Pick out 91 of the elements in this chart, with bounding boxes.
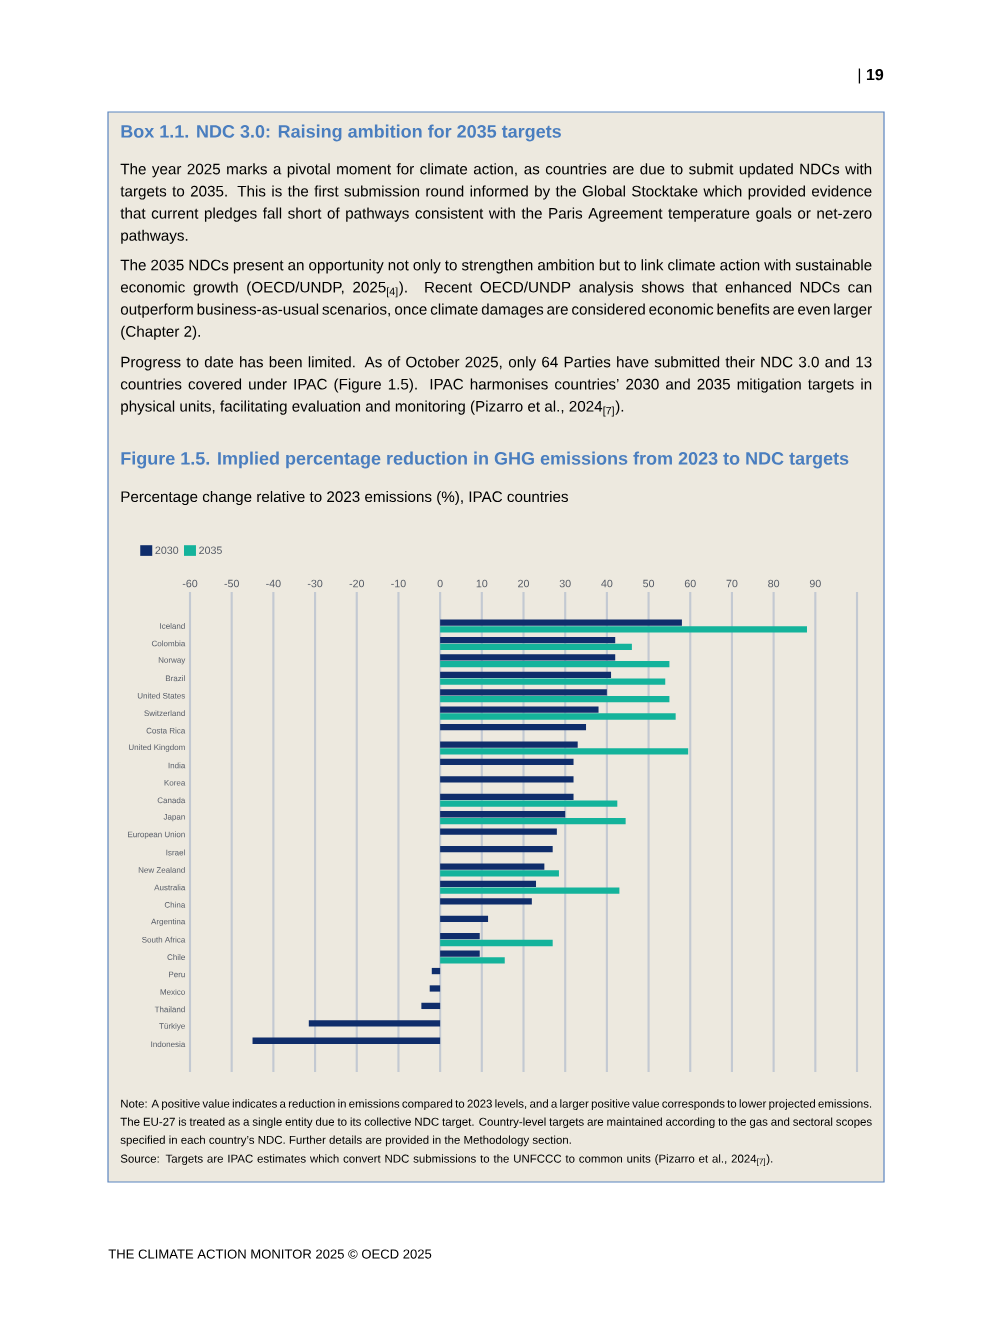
x-tick-label: 90 — [809, 579, 821, 588]
y-tick-label: South Africa — [142, 936, 186, 943]
text: The year 2025 marks a pivotal moment for climate action, as countries are due to submit updated NDCs with targets to 2035. This is the first submission round informed by the Global Stocktake which provided evidence that current pledges fall short of pathways consistent with the Paris Agreement temperature goals or net-zero pathways. — [120, 163, 872, 244]
bar — [429, 985, 441, 992]
bar — [440, 723, 587, 731]
text: | 19 — [858, 68, 884, 84]
bar — [440, 870, 559, 877]
chart-subtitle: Percentage change relative to 2023 emissions (%), IPAC countries — [121, 490, 568, 506]
x-tick-label: 10 — [476, 579, 488, 588]
bar — [440, 950, 480, 957]
bar — [421, 1002, 441, 1010]
x-tick-label: -50 — [224, 579, 239, 588]
y-tick-label: Costa Rica — [146, 727, 186, 734]
bar — [440, 626, 807, 633]
bar — [440, 671, 612, 678]
text: Note: A positive value indicates a reduction in emissions compared to 2023 levels, and a larger positive value corresponds to lower projected emissions. The EU-27 is treated as a single entity due to its collective NDC target. Country-level targets are maintained according to the gas and sectoral scopes specified in each country’s NDC. Further details are provided in the Methodology section. — [120, 1099, 872, 1147]
y-tick-label: Chile — [167, 954, 185, 960]
y-tick-label: Japan — [163, 814, 185, 822]
y-tick-label: Thailand — [154, 1006, 185, 1013]
bar — [440, 887, 620, 894]
bar — [440, 898, 532, 905]
text: The 2035 NDCs present an opportunity not only to strengthen ambition but to link climate action with sustainable economic growth (OECD/UNDP, 2025$_{[4]}$). Recent OECD/UNDP analysis shows that enhanced NDCs can outperform business-as-usual scenarios, once climate damages are considered economic benefits are even larger (Chapter 2). — [120, 259, 872, 340]
bar — [440, 758, 574, 766]
x-tick-label: 70 — [726, 579, 738, 588]
x-tick-label: 40 — [601, 579, 613, 588]
bar — [440, 817, 626, 825]
x-tick-label: 20 — [518, 579, 530, 588]
bar — [440, 863, 545, 870]
bar — [440, 636, 616, 644]
bar — [440, 706, 599, 713]
bar — [308, 1020, 441, 1027]
bar — [252, 1037, 441, 1044]
y-tick-label: New Zealand — [138, 866, 185, 873]
bar — [440, 811, 566, 818]
x-tick-label: 30 — [559, 579, 571, 588]
bar — [440, 643, 632, 650]
y-tick-label: China — [164, 901, 186, 908]
x-tick-label: -60 — [182, 579, 198, 588]
y-tick-label: Canada — [157, 797, 186, 804]
x-tick-label: 50 — [643, 579, 655, 588]
y-tick-label: Switzerland — [144, 710, 185, 717]
y-tick-label: Australia — [154, 884, 186, 891]
y-tick-label: Mexico — [160, 988, 185, 995]
chart-title: Figure 1.5. Implied percentage reduction in GHG emissions from 2023 to NDC targets — [121, 451, 849, 469]
bar — [440, 695, 670, 703]
y-tick-label: European Union — [128, 831, 185, 839]
bar — [440, 828, 557, 835]
x-tick-label: 60 — [684, 579, 696, 588]
bar — [440, 619, 682, 626]
x-tick-label: 80 — [768, 579, 780, 588]
y-tick-label: Norway — [158, 657, 186, 665]
y-tick-label: Peru — [169, 971, 185, 978]
y-tick-label: India — [168, 762, 186, 769]
x-tick-label: 0 — [437, 579, 443, 588]
bar — [440, 713, 676, 720]
bar — [440, 661, 670, 668]
bar — [440, 689, 607, 696]
text: Progress to date has been limited. As of October 2025, only 64 Parties have submitted their NDC 3.0 and 13 countries covered under IPAC (Figure 1.5). IPAC harmonises countries’ 2030 and 2035 mitigation targets in physical units, facilitating evaluation and monitoring (Pizarro et al., 2024$_{[7]}$). — [120, 356, 872, 417]
y-tick-label: Colombia — [151, 640, 186, 647]
y-tick-label: Indonesia — [151, 1041, 186, 1048]
bar — [440, 741, 578, 748]
bar — [440, 939, 553, 947]
legend-label: 2035 — [199, 546, 222, 555]
text: Box 1.1. NDC 3.0: Raising ambition for 2035 targets — [121, 124, 561, 142]
bar — [440, 845, 553, 853]
bar — [440, 776, 574, 783]
bar — [440, 678, 666, 685]
y-tick-label: Korea — [164, 780, 186, 786]
bar — [440, 957, 505, 964]
source-note: Source: Targets are IPAC estimates which convert NDC submissions to the UNFCCC to common units (Pizarro et al., 2024$_{[7]}$). — [120, 1154, 773, 1166]
y-tick-label: Iceland — [160, 623, 185, 629]
legend-label: 2030 — [155, 546, 179, 555]
x-tick-label: -10 — [391, 579, 406, 588]
bar — [440, 748, 689, 755]
y-tick-label: Türkiye — [159, 1022, 185, 1031]
y-tick-label: Brazil — [165, 675, 185, 682]
y-tick-label: Argentina — [151, 918, 186, 926]
x-tick-label: -30 — [307, 579, 323, 588]
bar — [440, 654, 616, 661]
bar — [440, 915, 489, 922]
y-tick-label: Israel — [166, 849, 185, 856]
bar — [440, 800, 618, 807]
x-tick-label: -40 — [266, 579, 281, 588]
bar — [440, 793, 574, 800]
bar — [440, 880, 537, 888]
y-tick-label: United States — [137, 692, 185, 699]
text: THE CLIMATE ACTION MONITOR 2025 © OECD 2025 — [108, 1249, 432, 1259]
bar — [431, 967, 441, 975]
x-tick-label: -20 — [349, 579, 365, 588]
bar — [440, 933, 480, 940]
y-tick-label: United Kingdom — [129, 744, 185, 752]
